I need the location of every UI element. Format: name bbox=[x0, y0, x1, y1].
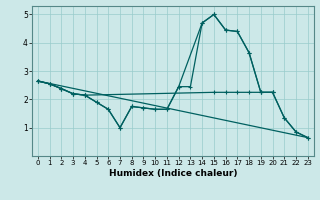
X-axis label: Humidex (Indice chaleur): Humidex (Indice chaleur) bbox=[108, 169, 237, 178]
